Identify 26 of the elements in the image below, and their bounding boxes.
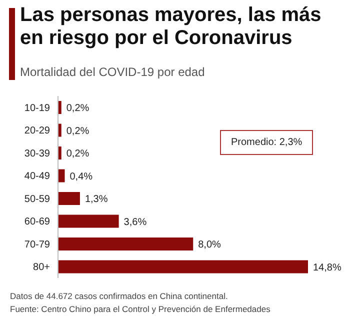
chart-title: Las personas mayores, las más en riesgo por el Coronavirus — [20, 4, 322, 50]
y-tick-label: 80+ — [33, 262, 50, 274]
data-label: 0,2% — [66, 103, 90, 114]
data-label: 1,3% — [84, 194, 108, 206]
y-tick-label: 30-39 — [24, 148, 50, 160]
data-label: 8,0% — [198, 240, 222, 251]
y-tick-label: 70-79 — [24, 239, 50, 250]
data-label: 14,8% — [313, 262, 342, 274]
y-tick-label: 10-19 — [24, 102, 50, 114]
chart-subtitle: Mortalidad del COVID-19 por edad — [20, 65, 205, 79]
data-label: 0,2% — [66, 148, 90, 160]
data-label: 0,4% — [70, 171, 93, 182]
data-label: 3,6% — [124, 216, 147, 228]
source-note: Fuente: Centro Chino para el Control y Prevención de Enfermedades — [10, 303, 270, 316]
y-tick-label: 20-29 — [24, 126, 50, 137]
text: Datos de 44.672 casos confirmados en China continental. — [10, 290, 229, 303]
y-tick-label: 60-69 — [24, 216, 50, 228]
bar — [58, 192, 80, 206]
bar — [58, 214, 119, 228]
data-label: 0,2% — [66, 126, 90, 137]
y-tick-label: 50-59 — [24, 194, 50, 205]
bar — [58, 260, 308, 274]
bar — [58, 238, 194, 251]
bar — [58, 169, 65, 182]
y-tick-label: 40-49 — [24, 171, 50, 182]
annotation: Promedio: 2,3% — [220, 130, 314, 155]
